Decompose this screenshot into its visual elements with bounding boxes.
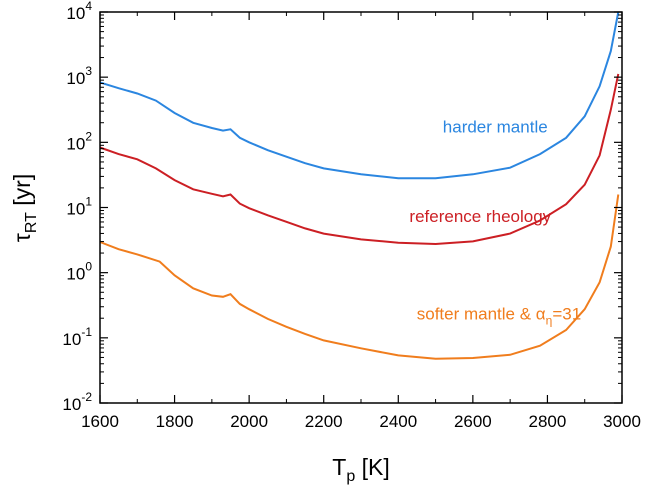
y-tick-label: 10-1 xyxy=(62,325,92,349)
series-line-softer-mantle xyxy=(99,194,620,360)
series-annotation: reference rheology xyxy=(409,207,551,226)
x-tick-label: 2400 xyxy=(379,412,417,431)
series-line-harder-mantle xyxy=(99,11,620,180)
x-tick-label: 2600 xyxy=(454,412,492,431)
x-tick-label: 2200 xyxy=(305,412,343,431)
y-tick-label: 101 xyxy=(66,195,92,219)
x-axis-label: Tp [K] xyxy=(332,454,389,485)
y-tick-label: 103 xyxy=(66,64,92,88)
plot-area xyxy=(99,11,620,360)
y-tick-label: 100 xyxy=(66,260,92,284)
y-tick-label: 102 xyxy=(66,129,92,153)
y-tick-label: 10-2 xyxy=(62,390,92,414)
x-tick-label: 2800 xyxy=(529,412,567,431)
series-annotation: softer mantle & αη=31 xyxy=(417,305,581,328)
x-axis-ticks: 1600 1800 2000 2200 2400 2600 2800 3000 xyxy=(81,12,641,431)
series-annotations: harder mantle reference rheology softer ma… xyxy=(409,118,581,328)
y-tick-label: 104 xyxy=(66,0,92,23)
x-tick-label: 1600 xyxy=(81,412,119,431)
x-tick-label: 1800 xyxy=(156,412,194,431)
y-axis-ticks: 10-2 10-1 100 101 102 103 104 xyxy=(62,0,622,414)
y-axis-label: τRT [yr] xyxy=(9,174,40,242)
series-annotation: harder mantle xyxy=(443,118,548,137)
x-tick-label: 3000 xyxy=(603,412,641,431)
x-tick-label: 2000 xyxy=(230,412,268,431)
series-line-reference-rheology xyxy=(99,73,620,246)
